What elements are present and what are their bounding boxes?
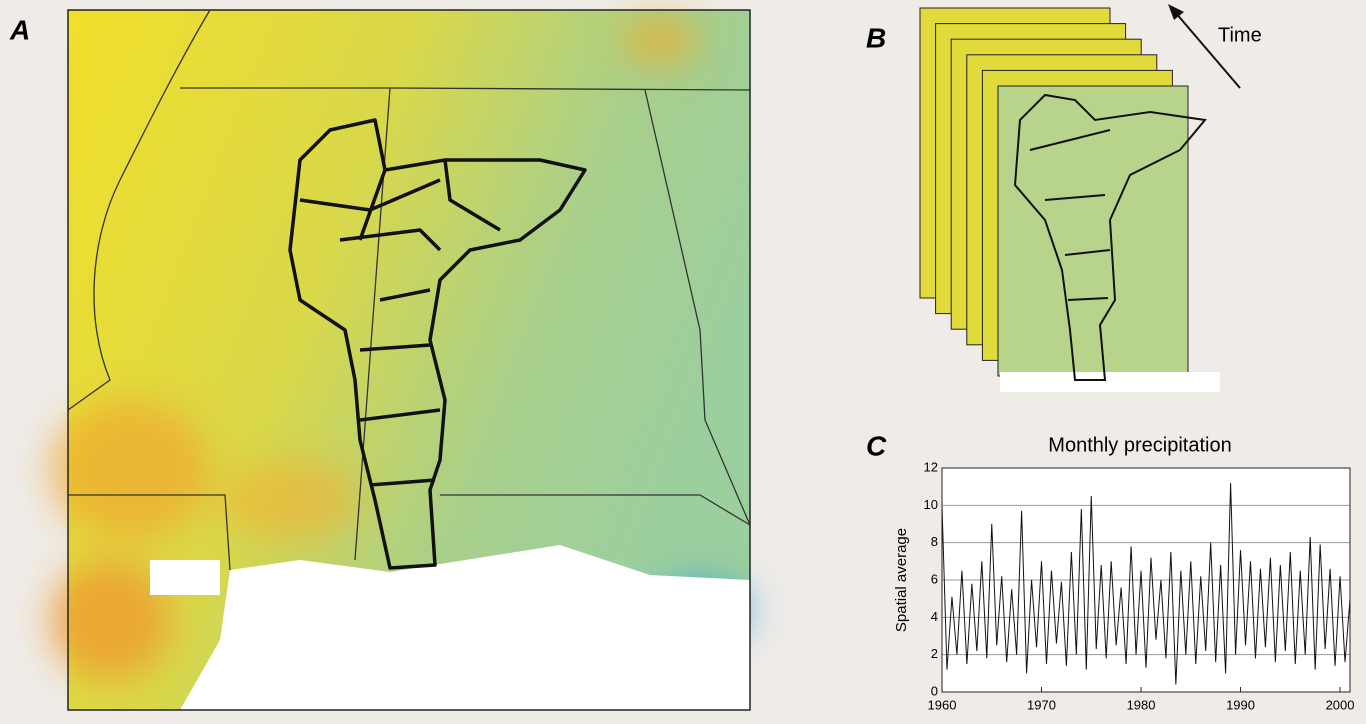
basins xyxy=(1013,93,1207,381)
frame xyxy=(997,85,1189,377)
frame-white xyxy=(1000,372,1220,392)
x-tick-label: 1970 xyxy=(1027,697,1056,712)
x-tick-label: 1960 xyxy=(928,697,957,712)
y-tick-label: 0 xyxy=(931,683,938,698)
panel-label: C xyxy=(866,430,887,461)
time-arrow xyxy=(1174,11,1241,89)
plot-frame xyxy=(941,467,1351,693)
frame-stack xyxy=(919,7,1220,392)
y-tick-label: 4 xyxy=(931,609,938,624)
y-axis-label: Spatial average xyxy=(893,528,910,632)
x-tick-label: 2000 xyxy=(1326,697,1355,712)
panel-label: B xyxy=(866,22,886,53)
y-tick-label: 6 xyxy=(931,571,938,586)
y-tick-label: 12 xyxy=(924,459,938,474)
y-tick-label: 8 xyxy=(931,534,938,549)
x-tick-label: 1990 xyxy=(1226,697,1255,712)
time-label: Time xyxy=(1218,24,1262,46)
arrow-head xyxy=(1168,4,1184,20)
map-a xyxy=(50,9,751,711)
x-tick-label: 1980 xyxy=(1127,697,1156,712)
chart-title: Monthly precipitation xyxy=(1048,434,1231,456)
precip-line xyxy=(941,482,1351,685)
y-tick-label: 10 xyxy=(924,497,938,512)
panel-label: A xyxy=(9,14,30,45)
y-tick-label: 2 xyxy=(931,646,938,661)
